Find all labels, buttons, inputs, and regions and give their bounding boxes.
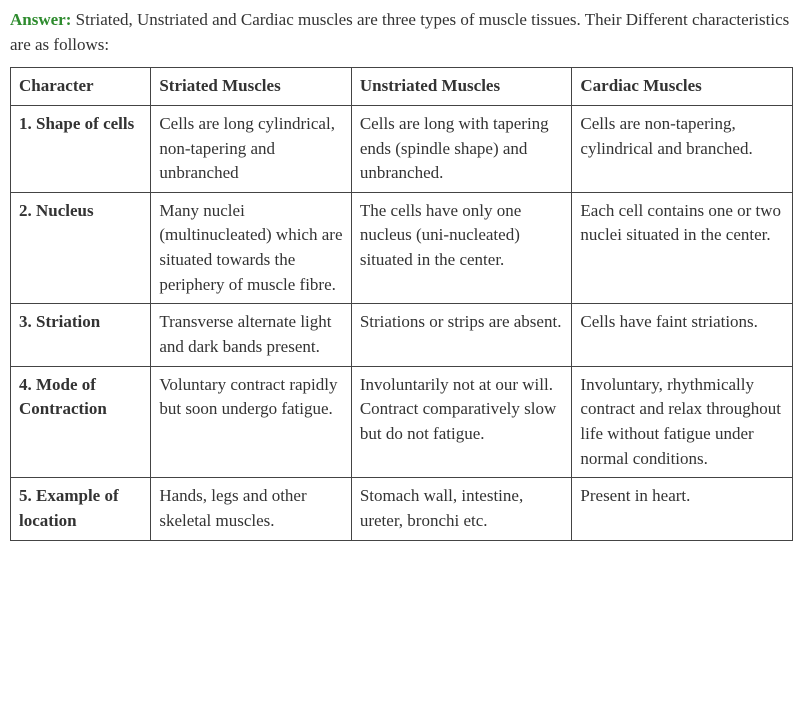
cell-cardiac: Present in heart. — [572, 478, 793, 540]
table-row: 2. Nucleus Many nuclei (multinucleated) … — [11, 192, 793, 304]
cell-character: 1. Shape of cells — [11, 105, 151, 192]
cell-character: 4. Mode of Contraction — [11, 366, 151, 478]
cell-unstriated: Cells are long with tapering ends (spind… — [351, 105, 572, 192]
cell-unstriated: Stomach wall, intestine, ureter, bronchi… — [351, 478, 572, 540]
header-character: Character — [11, 68, 151, 106]
cell-character: 2. Nucleus — [11, 192, 151, 304]
table-row: 3. Striation Transverse alternate light … — [11, 304, 793, 366]
intro-paragraph: Answer: Striated, Unstriated and Cardiac… — [10, 8, 793, 57]
cell-striated: Transverse alternate light and dark band… — [151, 304, 352, 366]
cell-unstriated: Striations or strips are absent. — [351, 304, 572, 366]
cell-cardiac: Cells have faint striations. — [572, 304, 793, 366]
intro-text: Striated, Unstriated and Cardiac muscles… — [10, 10, 789, 54]
table-row: 4. Mode of Contraction Voluntary contrac… — [11, 366, 793, 478]
cell-cardiac: Involuntary, rhythmically contract and r… — [572, 366, 793, 478]
header-unstriated: Unstriated Muscles — [351, 68, 572, 106]
cell-striated: Voluntary contract rapidly but soon unde… — [151, 366, 352, 478]
cell-striated: Hands, legs and other skeletal muscles. — [151, 478, 352, 540]
header-striated: Striated Muscles — [151, 68, 352, 106]
cell-striated: Cells are long cylindrical, non-tapering… — [151, 105, 352, 192]
table-row: 1. Shape of cells Cells are long cylindr… — [11, 105, 793, 192]
cell-unstriated: Involuntarily not at our will. Contract … — [351, 366, 572, 478]
muscle-comparison-table: Character Striated Muscles Unstriated Mu… — [10, 67, 793, 540]
cell-character: 3. Striation — [11, 304, 151, 366]
table-row: 5. Example of location Hands, legs and o… — [11, 478, 793, 540]
header-cardiac: Cardiac Muscles — [572, 68, 793, 106]
table-header-row: Character Striated Muscles Unstriated Mu… — [11, 68, 793, 106]
cell-character: 5. Example of location — [11, 478, 151, 540]
cell-unstriated: The cells have only one nucleus (uni-nuc… — [351, 192, 572, 304]
cell-striated: Many nuclei (multinucleated) which are s… — [151, 192, 352, 304]
cell-cardiac: Cells are non-tapering, cylindrical and … — [572, 105, 793, 192]
answer-label: Answer: — [10, 10, 71, 29]
cell-cardiac: Each cell contains one or two nuclei sit… — [572, 192, 793, 304]
